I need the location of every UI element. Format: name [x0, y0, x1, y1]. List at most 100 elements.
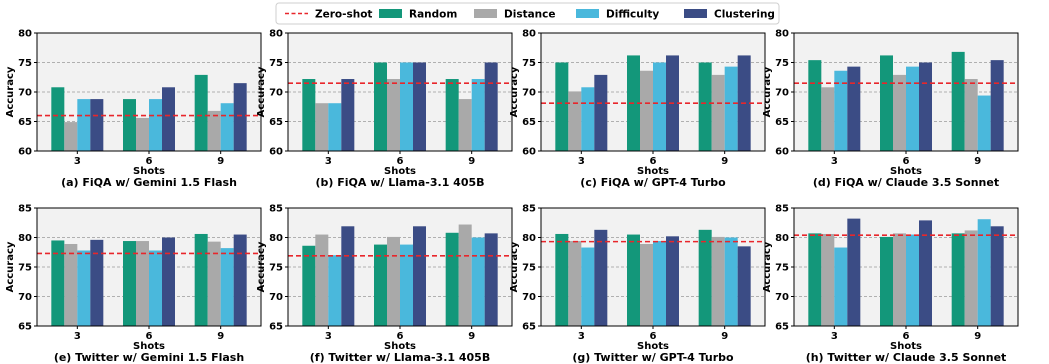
y-tick-label: 70	[269, 88, 283, 99]
y-tick-label: 65	[18, 117, 32, 128]
y-tick-label: 75	[18, 58, 32, 69]
bar-clustering	[737, 246, 751, 326]
x-tick-label: 9	[217, 331, 224, 342]
x-axis-label: Shots	[890, 166, 922, 177]
chart-panel: 65 70 75 80 85 3 6 9 Shots Accuracy (g) Twitter w/…	[509, 204, 766, 364]
bar-distance	[387, 79, 400, 151]
y-tick-label: 80	[18, 233, 32, 244]
bar-random	[302, 245, 316, 326]
x-tick-label: 3	[74, 331, 81, 342]
bar-difficulty	[149, 99, 162, 151]
bar-clustering	[594, 229, 608, 326]
bar-distance	[64, 122, 78, 151]
chart-panel: 60 65 70 75 80 3 6 9 Shots Accuracy (b) FiQA w/ Ll…	[256, 29, 513, 189]
y-tick-label: 80	[269, 233, 283, 244]
x-axis-label: Shots	[384, 341, 416, 352]
bar-difficulty	[906, 234, 919, 326]
bar-random	[194, 233, 208, 326]
bar-distance	[711, 74, 725, 151]
bar-distance	[640, 70, 653, 151]
bar-clustering	[341, 226, 355, 326]
chart-panel: 60 65 70 75 80 3 6 9 Shots Accuracy (a) FiQA w/ Ge…	[5, 29, 262, 189]
bar-distance	[458, 99, 472, 151]
bar-distance	[893, 74, 906, 151]
y-tick-label: 80	[18, 29, 32, 40]
bar-distance	[821, 87, 835, 151]
bar-difficulty	[834, 247, 848, 326]
y-tick-label: 75	[269, 263, 283, 274]
panel-caption: (e) Twitter w/ Gemini 1.5 Flash	[54, 351, 244, 364]
panel-caption: (c) FiQA w/ GPT-4 Turbo	[580, 176, 726, 189]
bar-distance	[568, 91, 582, 151]
legend-swatch-clustering	[684, 9, 707, 18]
bar-distance	[711, 236, 725, 326]
panel-caption: (a) FiQA w/ Gemini 1.5 Flash	[61, 176, 237, 189]
x-axis-label: Shots	[133, 166, 165, 177]
bar-distance	[964, 230, 978, 326]
bar-random	[123, 241, 136, 326]
y-axis-label: Accuracy	[509, 241, 520, 292]
y-tick-label: 60	[269, 147, 283, 158]
y-tick-label: 80	[522, 29, 536, 40]
x-tick-label: 6	[397, 156, 404, 167]
legend-label: Zero-shot	[315, 9, 372, 21]
bar-random	[951, 233, 965, 326]
y-tick-label: 80	[775, 29, 789, 40]
x-tick-label: 9	[721, 156, 728, 167]
x-tick-label: 6	[397, 331, 404, 342]
bar-difficulty	[220, 103, 234, 151]
x-tick-label: 6	[650, 156, 657, 167]
y-tick-label: 75	[269, 58, 283, 69]
y-tick-label: 65	[18, 322, 32, 333]
bar-distance	[640, 243, 653, 326]
x-tick-label: 6	[146, 156, 153, 167]
bar-random	[123, 99, 136, 151]
y-tick-label: 70	[775, 88, 789, 99]
bar-random	[194, 74, 208, 151]
y-tick-label: 65	[775, 117, 789, 128]
bar-clustering	[919, 220, 932, 326]
plot-frame	[540, 207, 766, 327]
x-axis-label: Shots	[637, 341, 669, 352]
legend-label: Difficulty	[606, 9, 659, 21]
x-tick-label: 6	[650, 331, 657, 342]
bar-difficulty	[977, 95, 991, 151]
chart-panel: 60 65 70 75 80 3 6 9 Shots Accuracy (c) FiQA w/ GP…	[509, 29, 766, 189]
legend-swatch-difficulty	[576, 9, 599, 18]
bar-difficulty	[77, 250, 91, 326]
x-tick-label: 9	[468, 331, 475, 342]
bar-random	[374, 62, 387, 151]
x-tick-label: 6	[903, 156, 910, 167]
bar-clustering	[847, 66, 861, 151]
y-tick-label: 65	[269, 117, 283, 128]
bar-distance	[136, 241, 149, 326]
bar-difficulty	[906, 66, 919, 151]
plot-frame	[540, 32, 766, 152]
bar-difficulty	[471, 237, 485, 326]
chart-panel: 65 70 75 80 85 3 6 9 Shots Accuracy (h) Twitter w/…	[762, 204, 1019, 364]
y-tick-label: 85	[522, 204, 536, 215]
y-tick-label: 75	[522, 58, 536, 69]
panel-caption: (b) FiQA w/ Llama-3.1 405B	[315, 176, 484, 189]
y-tick-label: 65	[775, 322, 789, 333]
legend-label: Distance	[504, 9, 556, 21]
bar-distance	[315, 234, 329, 326]
x-tick-label: 3	[578, 156, 585, 167]
y-tick-label: 70	[522, 88, 536, 99]
y-tick-label: 75	[775, 58, 789, 69]
x-tick-label: 3	[325, 156, 332, 167]
x-tick-label: 9	[217, 156, 224, 167]
x-tick-label: 6	[903, 331, 910, 342]
y-tick-label: 65	[522, 117, 536, 128]
bar-random	[698, 229, 712, 326]
bar-random	[374, 244, 387, 326]
bar-clustering	[847, 218, 861, 326]
panel-caption: (f) Twitter w/ Llama-3.1 405B	[310, 351, 490, 364]
x-tick-label: 6	[146, 331, 153, 342]
bar-clustering	[666, 236, 679, 326]
bar-clustering	[990, 60, 1004, 151]
y-tick-label: 75	[522, 263, 536, 274]
legend: Zero-shot Random Distance Difficulty Cluster…	[275, 2, 780, 25]
bar-distance	[207, 110, 221, 151]
y-axis-label: Accuracy	[762, 241, 773, 292]
